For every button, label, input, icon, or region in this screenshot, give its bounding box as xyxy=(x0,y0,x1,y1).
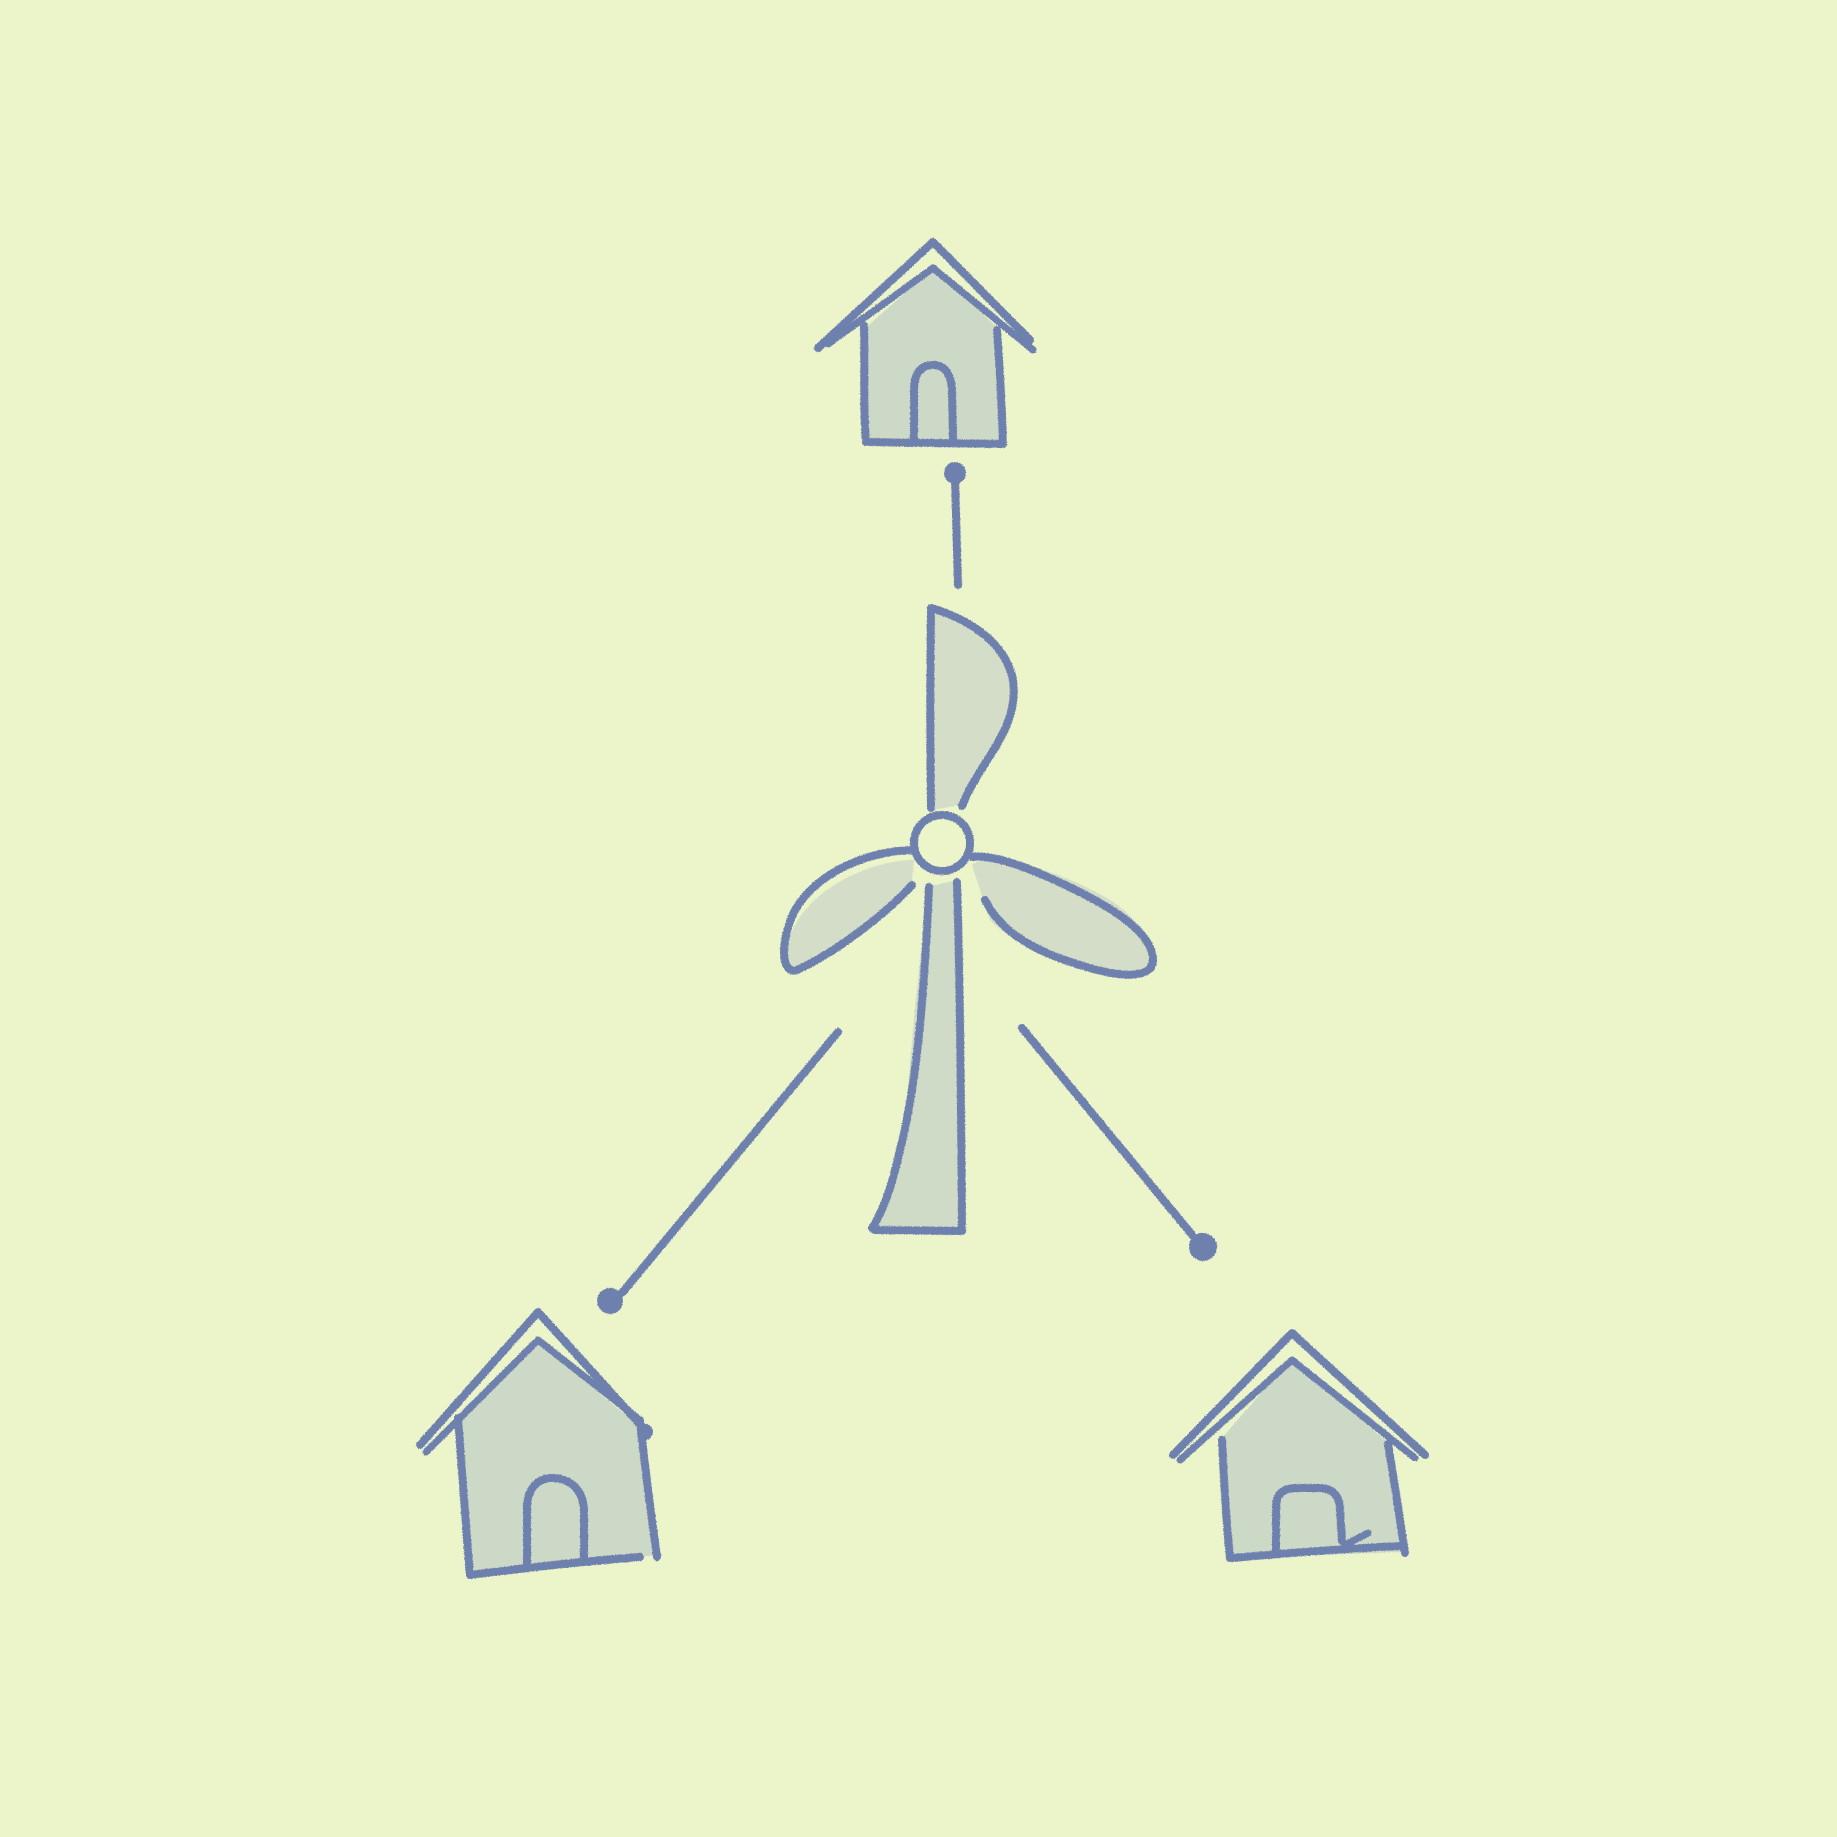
house-icon-bottom-right xyxy=(1169,1329,1429,1562)
connector-top xyxy=(944,462,966,589)
connector-bottom-right xyxy=(1018,1024,1217,1261)
house-icon-bottom-left xyxy=(416,1308,661,1579)
connector-bottom-left xyxy=(597,1028,842,1314)
wind-turbine-icon xyxy=(780,604,1157,1235)
house-icon-top xyxy=(814,238,1037,448)
